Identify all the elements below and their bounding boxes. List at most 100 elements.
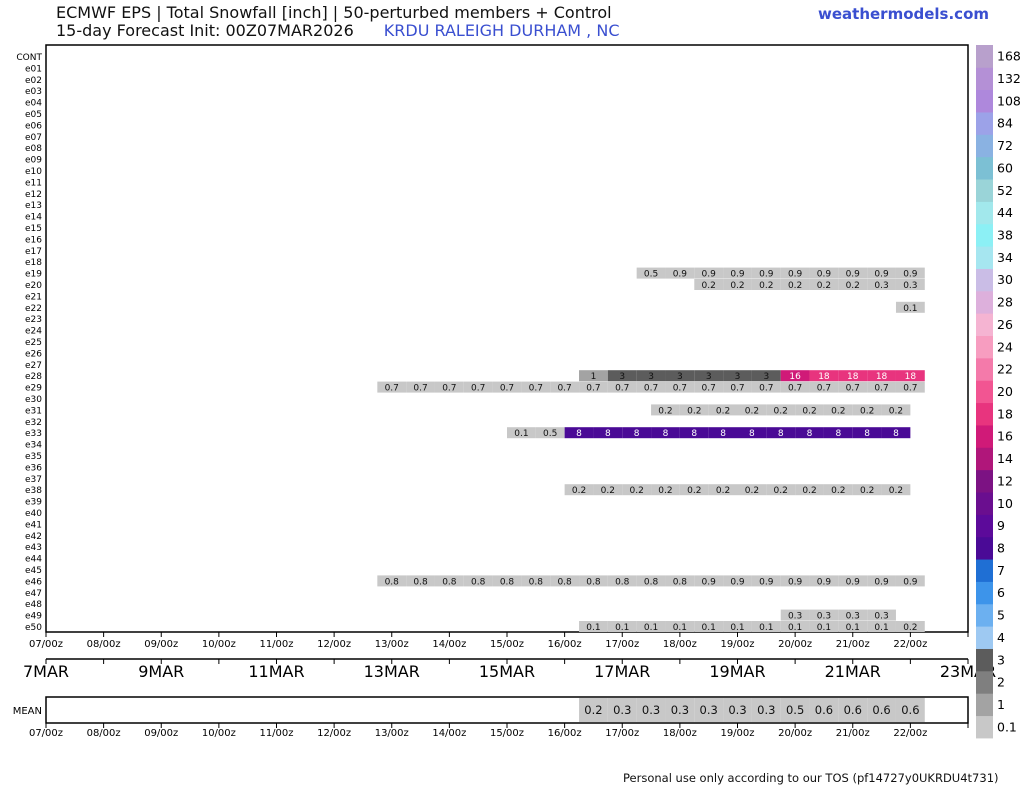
mean-value: 0.6 <box>844 703 862 717</box>
data-label: 0.3 <box>874 281 888 291</box>
data-cell <box>809 609 839 621</box>
data-cell <box>492 381 522 393</box>
mean-cell <box>694 698 724 722</box>
data-cell <box>838 370 868 382</box>
data-label: 0.1 <box>874 623 888 633</box>
data-cell <box>823 404 853 416</box>
data-cell <box>723 621 752 632</box>
member-label: e45 <box>25 566 42 576</box>
data-cell <box>751 621 781 632</box>
data-cell <box>838 575 868 587</box>
x-tick-label: 07/00z <box>29 728 63 739</box>
data-cell <box>838 621 868 632</box>
colorbar-label: 34 <box>997 250 1013 265</box>
data-label: 0.1 <box>702 623 716 633</box>
data-label: 0.1 <box>615 623 629 633</box>
data-label: 0.2 <box>860 406 874 416</box>
data-cell <box>809 621 839 632</box>
colorbar-segment <box>976 514 993 538</box>
brand-link[interactable]: weathermodels.com <box>818 5 990 23</box>
data-label: 0.7 <box>529 384 543 394</box>
data-label: 0.7 <box>471 384 485 394</box>
data-label: 0.2 <box>601 486 615 496</box>
colorbar-label: 0.1 <box>997 719 1017 734</box>
data-label: 0.8 <box>673 577 688 587</box>
data-cell <box>579 370 608 382</box>
data-cell <box>737 484 767 496</box>
data-cell <box>636 575 666 587</box>
data-label: 0.1 <box>759 623 773 633</box>
data-label: 0.9 <box>759 577 774 587</box>
data-cell <box>823 484 853 496</box>
data-cell <box>593 427 623 439</box>
station-name: KRDU RALEIGH DURHAM , NC <box>383 21 620 40</box>
member-label: e09 <box>25 156 42 166</box>
data-label: 0.2 <box>658 486 672 496</box>
colorbar-segment <box>976 89 993 113</box>
x-tick-label: 20/00z <box>778 639 812 650</box>
data-label: 18 <box>876 372 888 382</box>
member-label: e24 <box>25 327 42 337</box>
data-cell <box>838 279 868 290</box>
member-label: e13 <box>25 201 42 211</box>
mean-bars: 0.2 0.3 0.3 0.3 0.3 0.3 0.3 0.5 0.6 0.6 0.6 0.6 <box>579 698 925 722</box>
data-cell <box>564 484 594 496</box>
data-cell <box>579 575 608 587</box>
data-label: 0.8 <box>615 577 630 587</box>
data-cell <box>651 404 680 416</box>
data-label: 0.2 <box>759 281 773 291</box>
data-cell <box>535 427 565 439</box>
x-tick-label: 17/00z <box>605 639 639 650</box>
data-label: 8 <box>893 429 899 439</box>
data-label: 0.7 <box>759 384 773 394</box>
member-label: e15 <box>25 224 42 234</box>
data-cell <box>838 267 868 279</box>
data-cell <box>751 279 781 290</box>
data-label: 18 <box>818 372 830 382</box>
init-time: 15-day Forecast Init: 00Z07MAR2026 <box>56 21 354 40</box>
date-label: 21MAR <box>825 662 881 681</box>
colorbar-segment <box>976 715 993 739</box>
colorbar-label: 1 <box>997 697 1005 712</box>
data-cell <box>723 370 752 382</box>
data-cell <box>723 267 752 279</box>
x-tick-label: 14/00z <box>432 639 466 650</box>
data-label: 0.2 <box>658 406 672 416</box>
colorbar-segment <box>976 246 993 269</box>
data-label: 0.8 <box>529 577 544 587</box>
data-cell <box>406 381 435 393</box>
colorbar-label: 20 <box>997 384 1013 399</box>
colorbar: 0.11234567891012141618202224262830343844… <box>976 45 1021 739</box>
x-tick-label: 18/00z <box>663 728 697 739</box>
data-label: 0.9 <box>817 270 832 280</box>
data-label: 8 <box>807 429 813 439</box>
data-label: 0.9 <box>788 270 803 280</box>
data-label: 0.2 <box>774 486 788 496</box>
colorbar-label: 2 <box>997 675 1005 690</box>
x-tick-label: 18/00z <box>663 639 697 650</box>
data-cell <box>723 279 752 290</box>
data-label: 0.9 <box>903 577 918 587</box>
data-label: 0.8 <box>471 577 486 587</box>
data-cell <box>665 370 695 382</box>
data-label: 0.7 <box>817 384 831 394</box>
data-cell <box>708 484 738 496</box>
data-label: 0.2 <box>716 486 730 496</box>
data-cell <box>694 621 724 632</box>
member-label: e26 <box>25 349 42 359</box>
data-label: 8 <box>720 429 726 439</box>
member-label: CONT <box>16 53 42 63</box>
member-label: e03 <box>25 87 42 97</box>
member-label: e16 <box>25 235 42 245</box>
colorbar-label: 12 <box>997 473 1013 488</box>
colorbar-label: 108 <box>997 93 1021 108</box>
x-tick-label: 08/00z <box>87 639 121 650</box>
data-cell <box>809 370 839 382</box>
mean-cell <box>838 698 868 722</box>
x-tick-label: 12/00z <box>317 728 351 739</box>
data-cell <box>550 381 580 393</box>
data-label: 0.7 <box>442 384 456 394</box>
data-cell <box>766 427 796 439</box>
data-label: 0.2 <box>788 281 802 291</box>
